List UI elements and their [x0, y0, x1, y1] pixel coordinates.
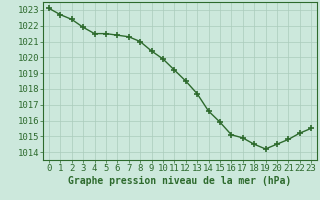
X-axis label: Graphe pression niveau de la mer (hPa): Graphe pression niveau de la mer (hPa) — [68, 176, 292, 186]
